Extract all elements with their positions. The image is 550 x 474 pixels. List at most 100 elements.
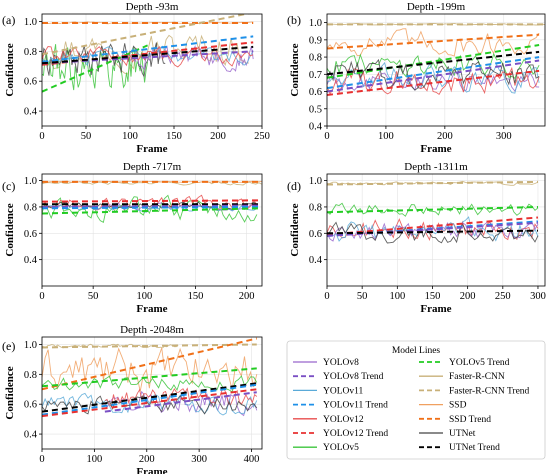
y-tick-label: 0.8 bbox=[309, 202, 322, 213]
y-axis-label: Confidence bbox=[4, 203, 16, 256]
y-tick-label: 0.4 bbox=[309, 122, 323, 133]
plot-area bbox=[327, 14, 545, 126]
plot-area bbox=[42, 174, 262, 286]
y-axis-label: Confidence bbox=[289, 43, 301, 96]
legend-item-yolov11-trend: YOLOv11 Trend bbox=[293, 401, 388, 411]
x-tick-label: 0 bbox=[39, 454, 44, 465]
x-tick-label: 50 bbox=[88, 291, 99, 302]
y-tick-label: 0.6 bbox=[309, 229, 322, 240]
trend-utnet-trend bbox=[327, 229, 538, 235]
x-tick-label: 300 bbox=[191, 454, 207, 465]
x-axis-label: Frame bbox=[136, 143, 167, 155]
legend-label: YOLOv8 bbox=[323, 358, 359, 368]
y-tick-label: 1.0 bbox=[24, 176, 37, 187]
x-tick-label: 0 bbox=[324, 291, 329, 302]
trend-yolov11-trend bbox=[327, 56, 540, 90]
legend-label: SSD Trend bbox=[449, 415, 491, 425]
plot-frame bbox=[326, 13, 546, 127]
trend-yolov11-trend bbox=[42, 35, 254, 63]
series-ssd bbox=[327, 28, 540, 57]
trend-yolov12-trend bbox=[327, 216, 539, 236]
legend-item-yolov12: YOLOv12 bbox=[293, 415, 364, 425]
legend-label: SSD bbox=[449, 401, 467, 411]
legend-item-utnet: UTNet bbox=[419, 429, 476, 439]
plot-area bbox=[42, 337, 262, 449]
legend-label: YOLOv12 Trend bbox=[323, 429, 388, 439]
legend-item-yolov8: YOLOv8 bbox=[293, 358, 359, 368]
legend-title: Model Lines bbox=[392, 346, 441, 356]
x-tick-label: 300 bbox=[496, 131, 512, 142]
legend-label: YOLOv11 bbox=[323, 386, 364, 396]
panel-4: 0 100 200 300 400 0.4 0.6 0.8 1.0 Depth -2048m Fra… bbox=[2, 324, 263, 474]
legend-item-yolov8-trend: YOLOv8 Trend bbox=[293, 372, 384, 382]
series-yolov12 bbox=[327, 66, 540, 96]
series-yolov12 bbox=[327, 218, 539, 241]
plot-lines bbox=[42, 180, 262, 223]
x-tick-label: 250 bbox=[495, 291, 511, 302]
panel-label: (a) bbox=[2, 13, 15, 27]
trend-yolov5-trend bbox=[42, 367, 257, 388]
plot-frame bbox=[41, 336, 263, 450]
y-tick-label: 1.0 bbox=[24, 17, 37, 28]
y-tick-label: 0.4 bbox=[24, 255, 38, 266]
x-tick-label: 100 bbox=[389, 291, 405, 302]
panel-2: 0 50 100 150 200 0.4 0.6 0.8 1.0 Depth -717m Frame… bbox=[2, 161, 263, 315]
y-tick-label: 0.8 bbox=[24, 47, 37, 58]
panel-1: 0 100 200 300 0.4 0.5 0.6 0.7 0.8 0.9 1.0 Depth -19… bbox=[287, 1, 546, 155]
trend-yolov8-trend bbox=[104, 391, 257, 413]
y-tick-label: 1.0 bbox=[309, 18, 322, 29]
x-tick-label: 50 bbox=[357, 291, 368, 302]
y-tick-label: 0.8 bbox=[309, 53, 322, 64]
x-axis-label: Frame bbox=[136, 303, 167, 315]
y-tick-label: 0.4 bbox=[24, 430, 38, 441]
y-tick-label: 1.0 bbox=[24, 340, 37, 351]
legend-label: UTNet Trend bbox=[449, 443, 500, 453]
plot-lines bbox=[327, 180, 539, 244]
x-tick-label: 150 bbox=[425, 291, 441, 302]
x-axis-label: Frame bbox=[420, 143, 451, 155]
legend-item-faster-r-cnn: Faster-R-CNN bbox=[419, 372, 505, 382]
legend: Model Lines YOLOv8 YOLOv8 Trend YOLOv11 YOLO… bbox=[286, 340, 546, 460]
trend-yolov5-trend bbox=[327, 44, 540, 79]
trend-yolov11-trend bbox=[42, 205, 262, 210]
plot-frame bbox=[326, 173, 546, 287]
y-tick-label: 0.7 bbox=[309, 70, 322, 81]
series-ssd bbox=[42, 347, 258, 392]
panel-0: 0 50 100 150 200 250 0.4 0.6 0.8 1.0 Depth -93m Fra… bbox=[2, 1, 270, 155]
panel-label: (c) bbox=[2, 179, 15, 193]
x-axis-label: Frame bbox=[136, 466, 167, 474]
panel-label: (e) bbox=[2, 339, 15, 353]
plot-lines bbox=[42, 14, 254, 93]
panel-label: (b) bbox=[287, 13, 301, 27]
legend-label: UTNet bbox=[449, 429, 476, 439]
x-tick-label: 400 bbox=[244, 454, 260, 465]
legend-label: Faster-R-CNN Trend bbox=[449, 386, 530, 396]
trend-ssd-trend bbox=[327, 33, 540, 50]
y-tick-label: 0.4 bbox=[24, 107, 38, 118]
y-tick-label: 0.6 bbox=[24, 400, 37, 411]
trend-yolov5-trend bbox=[42, 207, 262, 215]
legend-item-faster-r-cnn-trend: Faster-R-CNN Trend bbox=[419, 386, 530, 396]
series-yolov5 bbox=[42, 375, 258, 393]
trend-faster-r-cnn-trend bbox=[327, 180, 538, 186]
trend-yolov8-trend bbox=[42, 204, 262, 208]
legend-item-yolov12-trend: YOLOv12 Trend bbox=[293, 429, 388, 439]
legend-label: Faster-R-CNN bbox=[449, 372, 505, 382]
legend-label: YOLOv11 Trend bbox=[323, 401, 388, 411]
y-tick-label: 0.6 bbox=[309, 87, 322, 98]
x-tick-label: 0 bbox=[39, 291, 44, 302]
x-tick-label: 0 bbox=[39, 131, 44, 142]
series-utnet bbox=[327, 221, 539, 244]
y-tick-label: 0.8 bbox=[24, 370, 37, 381]
legend-item-yolov11: YOLOv11 bbox=[293, 386, 364, 396]
series-yolov11 bbox=[42, 391, 258, 416]
legend-label: YOLOv8 Trend bbox=[323, 372, 384, 382]
y-tick-label: 1.0 bbox=[309, 176, 322, 187]
chart-title: Depth -1311m bbox=[404, 161, 468, 173]
trend-utnet-trend bbox=[327, 50, 540, 76]
x-tick-label: 250 bbox=[254, 131, 270, 142]
trend-yolov8-trend bbox=[327, 59, 540, 93]
legend-label: YOLOv5 Trend bbox=[449, 358, 510, 368]
plot-frame bbox=[41, 173, 263, 287]
